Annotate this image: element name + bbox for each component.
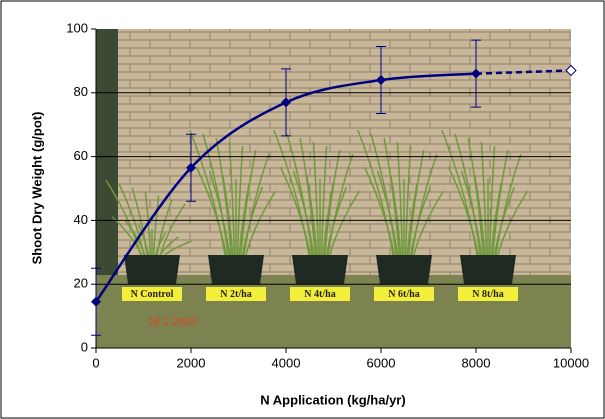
x-tick-label: 4000 [272,355,301,370]
y-axis-title: Shoot Dry Weight (g/pot) [29,112,44,265]
photo-date: 18 1 2003 [148,316,197,328]
y-tick-label: 20 [74,276,88,291]
y-tick-label: 100 [66,20,88,35]
x-tick-label: 2000 [177,355,206,370]
x-tick-label: 6000 [367,355,396,370]
y-tick-label: 40 [74,212,88,227]
pot-label: N 6t/ha [388,289,419,300]
x-tick-label: 8000 [462,355,491,370]
x-axis-title: N Application (kg/ha/yr) [260,392,405,407]
pot-label: N 4t/ha [304,289,335,300]
pot-label: N 2t/ha [220,289,251,300]
chart: N Control N 2t/ha N 4t/ha N 6t/ha N 8t/ha 18 … [0,0,605,419]
y-tick-label: 60 [74,148,88,163]
y-tick-label: 0 [81,339,88,354]
pot [208,255,264,284]
pot [124,255,180,284]
x-tick-label: 10000 [553,355,589,370]
pot-label: N Control [131,289,174,300]
pot [376,255,432,284]
pot [460,255,516,284]
x-tick-label: 0 [92,355,99,370]
pot-label: N 8t/ha [472,289,503,300]
pot [292,255,348,284]
photo: N Control N 2t/ha N 4t/ha N 6t/ha N 8t/ha 18 … [96,29,571,348]
y-tick-label: 80 [74,84,88,99]
